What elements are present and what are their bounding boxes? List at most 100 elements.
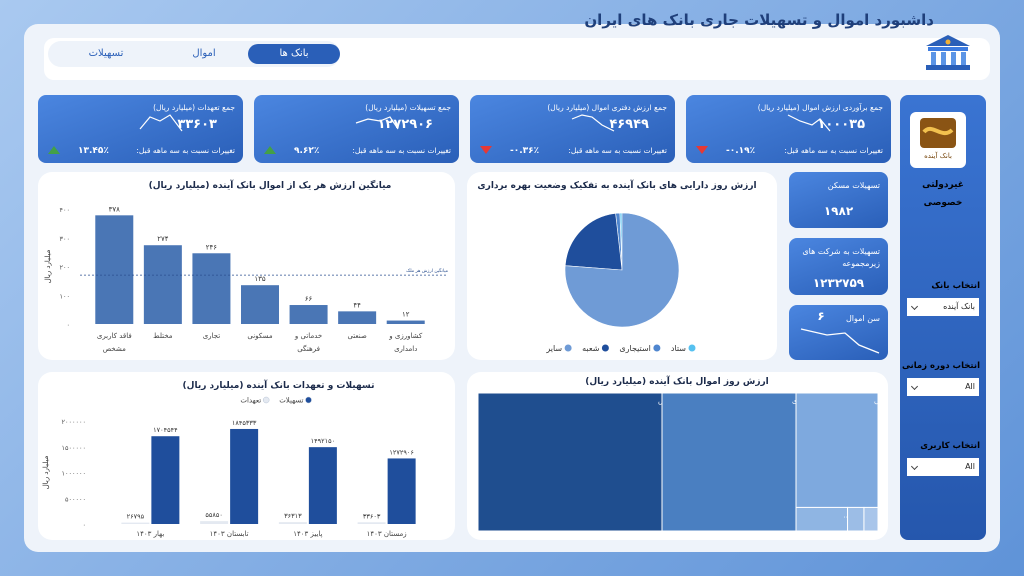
stat-value: ۶ <box>817 309 825 323</box>
page-title: داشبورد اموال و تسهیلات جاری بانک های ای… <box>584 11 934 29</box>
chart-card: ارزش روز اموال بانک آینده (میلیارد ریال)… <box>467 372 888 540</box>
bar <box>192 253 231 324</box>
ownership: غیردولتی <box>922 180 964 190</box>
stat-title: تسهیلات به شرکت های زیرمجموعه <box>802 247 880 268</box>
kpi-card: جمع تسهیلات (میلیارد ریال) ۱۲۷۲۹۰۶ تغییر… <box>254 95 459 163</box>
bar <box>308 447 337 524</box>
chart-title: ارزش روز دارایی های بانک آینده به تفکیک … <box>477 179 756 191</box>
chart-title: میانگین ارزش هر یک از اموال بانک آینده (… <box>149 179 392 191</box>
sparkline <box>571 114 615 132</box>
legend-marker <box>305 396 312 404</box>
y-tick-label: ۵۰۰۰۰۰ <box>65 495 86 503</box>
y-tick-label: ۴۰۰ <box>60 206 70 214</box>
tab[interactable]: اموال <box>192 48 216 59</box>
sparkline <box>800 328 880 354</box>
stat-value: ۱۲۳۲۷۵۹ <box>812 276 865 290</box>
treemap-tile <box>795 392 879 508</box>
x-tick-label: پاییز ۱۴۰۳ <box>293 530 322 538</box>
bar <box>143 245 182 324</box>
y-tick-label: ۰ <box>83 521 87 529</box>
value-label: ۱۷۰۴۵۴۴ <box>153 426 178 434</box>
pie-slice <box>564 212 680 328</box>
kpi-change: -۰.۳۶٪ <box>510 146 540 156</box>
y-axis-label: میلیارد ریال <box>44 249 52 283</box>
value-label: ۶۶ <box>305 295 313 303</box>
trend-arrow <box>480 146 492 154</box>
stat-title: تسهیلات مسکن <box>827 181 880 190</box>
treemap-tile <box>863 506 879 532</box>
kpi-card: جمع برآوردی ارزش اموال (میلیارد ریال) ۱۰… <box>686 95 891 163</box>
bar <box>200 521 229 524</box>
legend-label: تسهیلات <box>279 397 303 405</box>
tab[interactable]: تسهیلات <box>88 48 124 59</box>
y-tick-label: ۱۰۰ <box>60 292 70 300</box>
treemap-tile <box>795 506 849 532</box>
kpi-title: جمع تعهدات (میلیارد ریال) <box>153 103 235 112</box>
stat-card: تسهیلات مسکن ۱۹۸۲ <box>789 172 888 228</box>
legend-marker <box>262 396 270 404</box>
y-axis-label: میلیارد ریال <box>42 455 50 489</box>
x-tick-label: خدماتی و فرهنگی <box>294 332 322 353</box>
bar <box>338 311 377 324</box>
trend-arrow <box>696 146 708 154</box>
sparkline <box>355 116 399 130</box>
treemap-tile <box>477 392 663 532</box>
sector: خصوصی <box>923 198 963 208</box>
kpi-value: ۱۲۷۲۹۰۶ <box>377 117 433 132</box>
bar <box>278 522 307 524</box>
x-tick-label: فاقد کاربری مشخص <box>97 332 132 353</box>
treemap-tile <box>661 392 797 532</box>
kpi-change: ۹.۶۲٪ <box>294 146 320 156</box>
value-label: ۱۲ <box>402 311 410 319</box>
filter-label: انتخاب دوره زمانی <box>901 361 980 371</box>
y-tick-label: ۳۰۰ <box>60 235 70 243</box>
kpi-title: جمع تسهیلات (میلیارد ریال) <box>365 103 451 112</box>
value-label: ۳۶۳۱۳ <box>284 512 302 520</box>
bar <box>387 458 416 524</box>
value-label: ۳۳۶۰۳ <box>363 512 381 520</box>
filter-select[interactable]: All <box>907 378 979 396</box>
legend-label: استیجاری <box>619 344 650 353</box>
x-tick-label: صنعتی <box>347 332 366 340</box>
y-tick-label: ۰ <box>67 321 71 329</box>
kpi-change-label: تغییرات نسبت به سه ماهه قبل: <box>352 146 451 155</box>
trend-arrow <box>264 146 276 154</box>
y-tick-label: ۱۵۰۰۰۰۰ <box>62 444 86 452</box>
kpi-change-label: تغییرات نسبت به سه ماهه قبل: <box>568 146 667 155</box>
filter-select[interactable]: All <box>907 458 979 476</box>
kpi-value: ۳۳۶۰۳ <box>177 117 217 132</box>
value-label: ۲۴۶ <box>206 243 218 251</box>
kpi-change-label: تغییرات نسبت به سه ماهه قبل: <box>784 146 883 155</box>
reference-label: میانگین ارزش هر ملک <box>406 267 448 274</box>
y-tick-label: ۱۰۰۰۰۰۰ <box>62 470 86 478</box>
legend-label: تعهدات <box>240 397 261 405</box>
chart-card: ارزش روز دارایی های بانک آینده به تفکیک … <box>467 172 777 360</box>
filter-select[interactable]: بانک آینده <box>907 298 979 316</box>
value-label: ۱۸۴۵۳۳۳ <box>232 419 257 427</box>
x-tick-label: مسکونی <box>247 332 273 340</box>
value-label: ۲۶۷۹۵ <box>127 513 145 521</box>
filter-label: انتخاب بانک <box>931 281 980 291</box>
kpi-card: جمع تعهدات (میلیارد ریال) ۳۳۶۰۳ تغییرات … <box>38 95 243 163</box>
x-tick-label: مختلط <box>153 332 173 340</box>
bar <box>151 436 180 524</box>
legend-marker <box>564 344 572 352</box>
chart-card: میانگین ارزش هر یک از اموال بانک آینده (… <box>38 172 455 360</box>
tab[interactable]: بانک ها <box>248 44 340 64</box>
chart-card: تسهیلات و تعهدات بانک آینده (میلیارد ریا… <box>38 372 455 540</box>
chart: ارزش روز اموال بانک آینده (میلیارد ریال)… <box>477 375 888 532</box>
value-label: ۴۴ <box>353 301 361 309</box>
legend-label: سایر <box>545 344 562 353</box>
trend-arrow <box>48 146 60 154</box>
bar <box>95 215 134 324</box>
kpi-change: ۱۳.۴۵٪ <box>78 146 109 156</box>
y-tick-label: ۲۰۰۰۰۰۰ <box>62 418 86 426</box>
x-tick-label: تابستان ۱۴۰۳ <box>210 530 249 538</box>
stat-card: سن اموال ۶ <box>789 305 888 360</box>
bar <box>357 522 386 524</box>
legend-marker <box>653 344 661 352</box>
legend-label: شعبه <box>582 344 600 353</box>
value-label: ۱۲۷۲۹۰۶ <box>389 448 413 456</box>
chart-title: ارزش روز اموال بانک آینده (میلیارد ریال) <box>585 375 769 387</box>
kpi-card: جمع ارزش دفتری اموال (میلیارد ریال) ۴۶۹۴… <box>470 95 675 163</box>
